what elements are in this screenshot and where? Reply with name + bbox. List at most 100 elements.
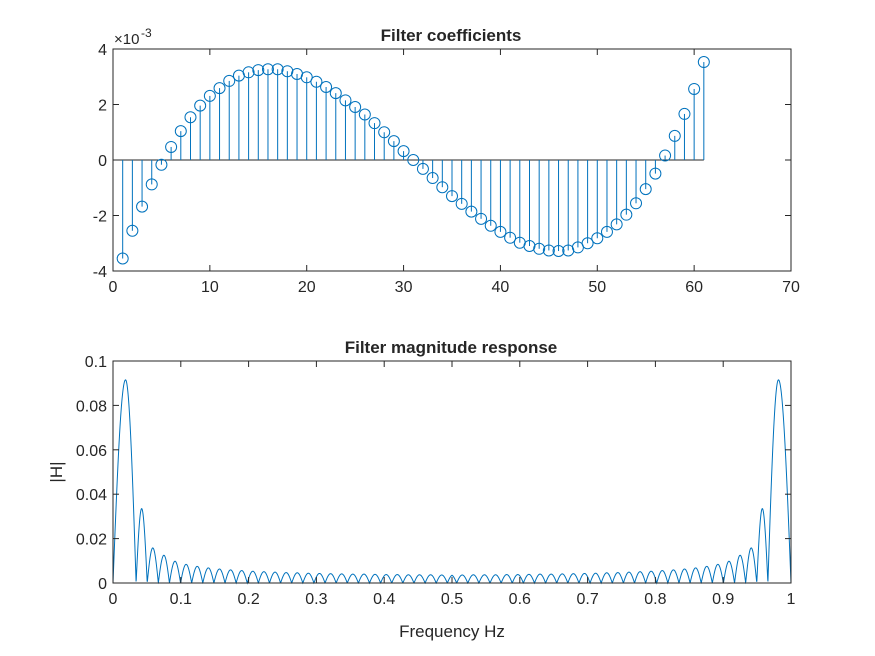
coefficients-ytick-label: 2 — [98, 98, 107, 115]
stem-marker — [165, 140, 178, 153]
magnitude-xlabel: Frequency Hz — [399, 622, 505, 641]
coefficients-subplot: Filter coefficients ×10 -3 0 10 20 30 40 50 60… — [93, 26, 800, 296]
stem-marker — [378, 126, 391, 139]
stem-marker — [659, 149, 672, 162]
magnitude-xtick-label: 0.2 — [237, 591, 259, 608]
coefficients-stems — [113, 56, 710, 265]
stem-marker — [639, 183, 652, 196]
stem-marker — [339, 94, 352, 107]
stem-marker — [494, 225, 507, 238]
stem-marker — [504, 231, 517, 244]
magnitude-ytick-label: 0.06 — [76, 443, 107, 460]
coefficients-axes-box — [112, 48, 792, 272]
stem-marker — [116, 252, 129, 265]
coefficients-title: Filter coefficients — [381, 26, 522, 45]
stem-marker — [349, 100, 362, 113]
coefficients-ytick-label: 4 — [98, 42, 107, 59]
coefficients-ytick-label: -2 — [93, 209, 107, 226]
stem-marker — [329, 87, 342, 100]
stem-marker — [600, 225, 613, 238]
magnitude-ytick-label: 0 — [98, 576, 107, 593]
magnitude-ylabel: |H| — [47, 461, 66, 482]
stem-marker — [242, 66, 255, 79]
magnitude-ytick-label: 0.1 — [85, 354, 107, 371]
stem-marker — [649, 167, 662, 180]
stem-marker — [203, 89, 216, 102]
stem-marker — [387, 135, 400, 148]
coefficients-exponent: ×10 -3 — [114, 26, 152, 48]
coefficients-xtick-label: 20 — [298, 279, 316, 296]
stem-marker — [678, 107, 691, 120]
stem-marker — [145, 178, 158, 191]
stem-marker — [475, 212, 488, 225]
stem-marker — [697, 56, 710, 69]
exponent-base: ×10 — [114, 31, 139, 48]
magnitude-xtick-label: 0.1 — [170, 591, 192, 608]
magnitude-xtick-label: 0.7 — [576, 591, 598, 608]
coefficients-ytick-label: 0 — [98, 153, 107, 170]
stem-marker — [533, 242, 546, 255]
exponent-power: -3 — [141, 26, 152, 40]
stem-marker — [630, 197, 643, 210]
stem-marker — [223, 74, 236, 87]
magnitude-xtick-label: 0.5 — [441, 591, 463, 608]
stem-marker — [465, 205, 478, 218]
magnitude-xtick-label: 0 — [109, 591, 118, 608]
stem-marker — [416, 162, 429, 175]
stem-marker — [368, 117, 381, 130]
stem-marker — [320, 81, 333, 94]
stem-marker — [688, 82, 701, 95]
magnitude-xtick-label: 0.4 — [373, 591, 395, 608]
coefficients-xtick-label: 0 — [109, 279, 118, 296]
stem-marker — [620, 208, 633, 221]
stem-marker — [446, 190, 458, 203]
coefficients-xtick-label: 30 — [395, 279, 413, 296]
stem-marker — [126, 224, 139, 237]
stem-marker — [581, 237, 594, 250]
stem-marker — [155, 158, 168, 171]
stem-marker — [668, 129, 681, 142]
coefficients-xtick-label: 40 — [492, 279, 510, 296]
magnitude-xtick-label: 0.8 — [644, 591, 666, 608]
stem-marker — [358, 108, 371, 121]
stem-marker — [184, 111, 197, 124]
stem-marker — [484, 219, 497, 232]
stem-marker — [261, 63, 274, 76]
coefficients-xtick-label: 10 — [201, 279, 219, 296]
stem-marker — [310, 75, 323, 88]
coefficients-xtick-label: 50 — [588, 279, 606, 296]
stem-marker — [136, 200, 149, 213]
magnitude-xtick-label: 0.9 — [712, 591, 734, 608]
stem-marker — [271, 63, 284, 76]
coefficients-ytick-label: -4 — [93, 264, 107, 281]
coefficients-xtick-label: 70 — [782, 279, 800, 296]
stem-marker — [407, 154, 420, 166]
stem-marker — [194, 99, 207, 112]
magnitude-xtick-label: 0.6 — [509, 591, 531, 608]
stem-marker — [542, 244, 555, 257]
magnitude-xtick-label: 1 — [787, 591, 796, 608]
magnitude-ytick-label: 0.02 — [76, 532, 107, 549]
coefficients-ticks: 0 10 20 30 40 50 60 70 -4 -2 0 2 4 — [93, 42, 800, 296]
stem-marker — [436, 181, 449, 194]
magnitude-axes-box — [112, 360, 792, 584]
magnitude-response-line — [112, 379, 792, 585]
stem-marker — [213, 82, 226, 95]
stem-marker — [397, 145, 410, 158]
magnitude-xtick-label: 0.3 — [305, 591, 327, 608]
stem-marker — [300, 71, 313, 84]
magnitude-title: Filter magnitude response — [345, 338, 558, 357]
magnitude-ticks: 0 0.1 0.2 0.3 0.4 0.5 0.6 0.7 0.8 0.9 1 0 0.02 0.04 0.… — [76, 354, 796, 608]
stem-marker — [174, 125, 187, 138]
stem-marker — [552, 245, 565, 258]
stem-marker — [426, 172, 439, 185]
stem-marker — [610, 218, 623, 231]
coefficients-xtick-label: 60 — [685, 279, 703, 296]
magnitude-subplot: Filter magnitude response 0 0.1 0.2 0.3 0.4 0… — [47, 338, 796, 641]
stem-marker — [455, 197, 468, 210]
magnitude-ytick-label: 0.04 — [76, 487, 107, 504]
stem-marker — [252, 64, 265, 77]
stem-marker — [591, 232, 604, 245]
